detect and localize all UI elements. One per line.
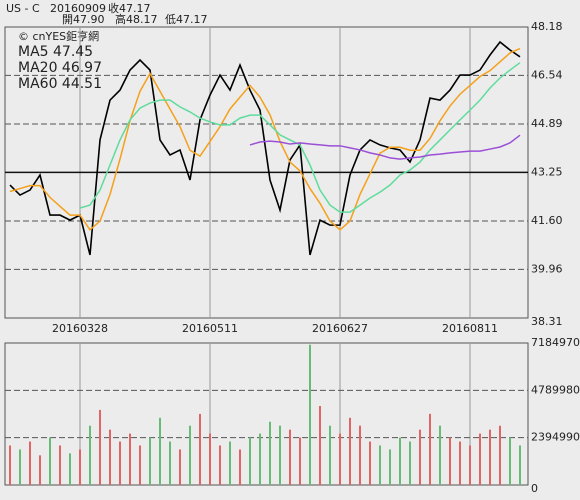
volume-bar: [149, 437, 151, 485]
volume-bar: [279, 425, 281, 485]
series-line: [79, 62, 521, 213]
volume-bar: [419, 429, 421, 485]
legend-entry: MA5 47.45: [18, 44, 93, 60]
volume-bar: [289, 429, 291, 485]
volume-bar: [479, 433, 481, 485]
volume-bar: [459, 441, 461, 485]
y-tick-label: 71849700: [531, 336, 580, 349]
volume-bar: [369, 441, 371, 485]
volume-bar: [489, 429, 491, 485]
volume-bar: [59, 445, 61, 485]
volume-bar: [349, 417, 351, 485]
y-tick-label: 47899800: [531, 383, 580, 396]
volume-bar: [79, 449, 81, 485]
y-tick-label: 38.31: [531, 315, 563, 328]
volume-bar: [139, 445, 141, 485]
volume-bar: [259, 433, 261, 485]
volume-bar: [229, 441, 231, 485]
open: 開47.90: [62, 13, 105, 26]
volume-bar: [509, 437, 511, 485]
volume-bar: [519, 445, 521, 485]
volume-bar: [89, 425, 91, 485]
legend-entry: MA20 46.97: [18, 60, 102, 76]
y-tick-label: 44.89: [531, 117, 563, 130]
volume-bar: [439, 425, 441, 485]
volume-bar: [19, 449, 21, 485]
date: 20160909: [50, 2, 106, 15]
y-tick-label: 39.96: [531, 262, 563, 275]
volume-bar: [249, 437, 251, 485]
volume-bar: [49, 437, 51, 485]
x-tick-label: 20160328: [52, 322, 108, 335]
volume-bar: [239, 449, 241, 485]
y-tick-label: 43.25: [531, 165, 563, 178]
volume-frame: [4, 342, 529, 486]
y-tick-label: 48.18: [531, 20, 563, 33]
series-line: [9, 47, 521, 231]
volume-bar: [99, 409, 101, 485]
volume-bar: [129, 433, 131, 485]
volume-bar: [189, 425, 191, 485]
volume-bar: [209, 433, 211, 485]
close: 收47.17: [108, 1, 151, 15]
volume-bar: [449, 437, 451, 485]
volume-bar: [159, 417, 161, 485]
high: 高48.17: [115, 12, 158, 26]
y-tick-label: 46.54: [531, 68, 563, 81]
volume-bar: [499, 425, 501, 485]
volume-bar: [319, 405, 321, 485]
volume-bar: [399, 437, 401, 485]
y-tick-label: 41.60: [531, 214, 563, 227]
volume-bar: [409, 441, 411, 485]
x-tick-label: 20160627: [312, 322, 368, 335]
volume-bar: [469, 445, 471, 485]
volume-bar: [379, 445, 381, 485]
y-tick-label: 0: [531, 482, 538, 495]
volume-bar: [359, 425, 361, 485]
volume-bar: [299, 437, 301, 485]
series-line: [249, 134, 521, 160]
volume-bar: [429, 413, 431, 485]
legend-entry: MA60 44.51: [18, 76, 102, 92]
volume-bar: [119, 441, 121, 485]
x-tick-label: 20160811: [442, 322, 498, 335]
volume-bar: [109, 429, 111, 485]
volume-bar: [169, 441, 171, 485]
volume-bar: [179, 449, 181, 485]
low: 低47.17: [165, 13, 208, 26]
volume-bar: [39, 455, 41, 485]
volume-bar: [219, 445, 221, 485]
volume-bar: [9, 445, 11, 485]
volume-bar: [389, 449, 391, 485]
volume-bar: [269, 421, 271, 485]
volume-bar: [339, 433, 341, 485]
symbol: US - C: [6, 2, 40, 15]
volume-bar: [329, 425, 331, 485]
volume-bar: [199, 413, 201, 485]
volume-bar: [309, 344, 311, 485]
volume-bar: [69, 453, 71, 485]
volume-bar: [29, 441, 31, 485]
source: © cnYES鉅亨網: [18, 29, 99, 43]
x-tick-label: 20160511: [182, 322, 238, 335]
